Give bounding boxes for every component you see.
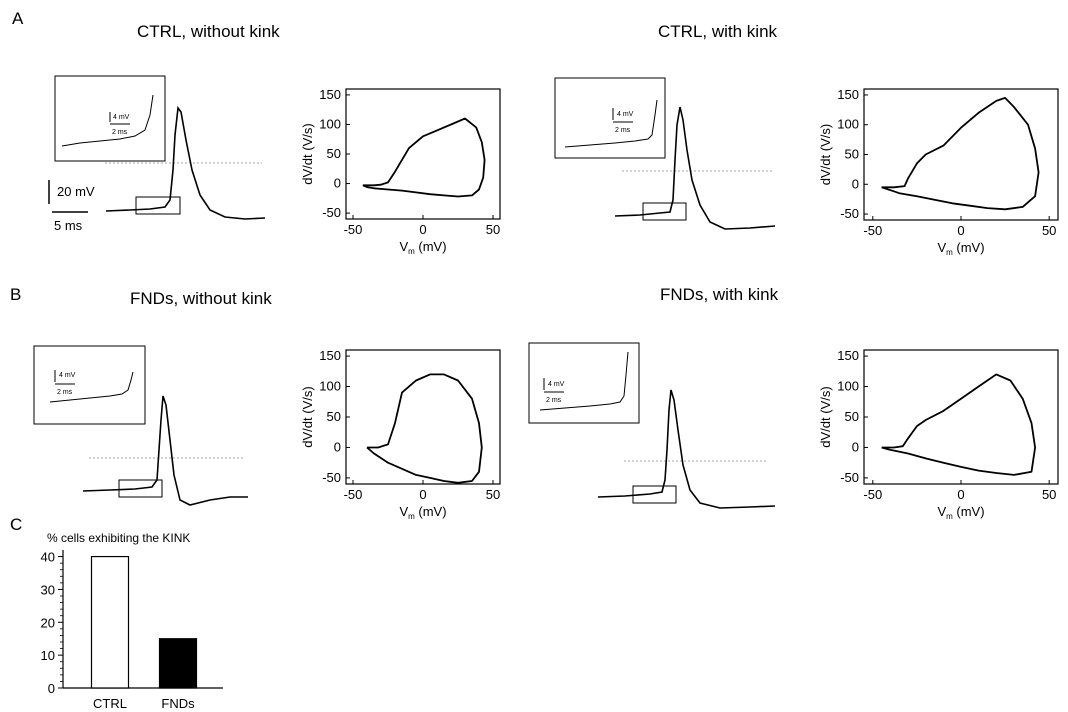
x-axis-label: Vm (mV): [937, 504, 984, 521]
title-ctrl-kink: CTRL, with kink: [658, 22, 778, 41]
y-tick-label: 0: [48, 681, 55, 696]
inset-time-label: 2 ms: [546, 397, 562, 404]
y-axis-label: dV/dt (V/s): [818, 124, 833, 185]
y-tick-label: 50: [845, 147, 859, 162]
y-tick-label: 40: [41, 550, 55, 565]
x-axis-label: Vm (mV): [937, 240, 984, 257]
y-tick-label: 30: [41, 582, 55, 597]
y-tick-label: 100: [319, 379, 341, 394]
time-scale-label: 5 ms: [54, 218, 83, 233]
y-axis-caption: % cells exhibiting the KINK: [47, 531, 190, 545]
action-potential-trace: [106, 108, 265, 219]
trace-fnd-kink: 4 mV 2 ms: [529, 343, 775, 508]
plot-frame: [346, 89, 500, 219]
x-tick-label: 50: [1042, 223, 1056, 238]
x-category-label: CTRL: [93, 696, 127, 711]
zoom-box: [136, 197, 180, 214]
y-tick-label: 50: [845, 409, 859, 424]
x-tick-label: -50: [863, 223, 882, 238]
x-axis-label: Vm (mV): [399, 239, 446, 256]
inset-trace: [62, 95, 153, 146]
title-fnd-kink: FNDs, with kink: [660, 285, 779, 304]
inset-voltage-label: 4 mV: [113, 114, 130, 121]
plot-frame: [864, 89, 1058, 220]
y-tick-label: 10: [41, 648, 55, 663]
phase-plot-fnd-no-kink: 150 100 50 0 -50-50 0 50 Vm (mV) dV/dt (V/s): [300, 348, 500, 521]
y-axis-label: dV/dt (V/s): [300, 123, 315, 184]
x-axis-label: Vm (mV): [399, 504, 446, 521]
y-tick-label: 20: [41, 615, 55, 630]
x-tick-label: 0: [419, 222, 426, 237]
x-tick-label: 0: [957, 223, 964, 238]
action-potential-trace: [615, 107, 775, 229]
phase-plot-fnd-kink: 150 100 50 0 -50 -50 0 50 Vm (mV) dV/dt (V/s): [818, 348, 1058, 521]
bar-chart-kink-fraction: 40 30 20 10 0 % cells exhibiting the KINK CTRL…: [41, 531, 223, 711]
y-tick-label: 100: [837, 379, 859, 394]
y-tick-label: 50: [327, 409, 341, 424]
y-tick-label: -50: [840, 206, 859, 221]
y-tick-label: 150: [837, 87, 859, 102]
phase-plot-ctrl-no-kink: 150 100 50 0 -50-50 0 50 Vm (mV) dV/dt (V/s): [300, 87, 500, 256]
action-potential-trace: [83, 396, 248, 505]
trace-ctrl-no-kink: 4 mV 2 ms 20 mV 5 ms: [49, 76, 265, 233]
phase-curve: [367, 374, 482, 482]
inset-time-label: 2 ms: [57, 389, 73, 396]
y-tick-label: 50: [327, 146, 341, 161]
x-tick-label: 50: [1042, 487, 1056, 502]
x-tick-label: 0: [419, 487, 426, 502]
y-tick-label: 0: [852, 439, 859, 454]
panel-label-b: B: [10, 285, 21, 304]
bar-ctrl: [92, 557, 129, 688]
x-tick-label: -50: [344, 222, 363, 237]
inset-time-label: 2 ms: [112, 129, 128, 136]
y-tick-label: -50: [322, 205, 341, 220]
y-tick-label: -50: [840, 470, 859, 485]
y-axis-label: dV/dt (V/s): [300, 386, 315, 447]
phase-curve: [363, 119, 485, 197]
x-tick-label: -50: [344, 487, 363, 502]
y-tick-label: 0: [334, 176, 341, 191]
phase-curve: [882, 98, 1039, 209]
inset-box: [34, 346, 145, 424]
y-tick-label: 0: [852, 176, 859, 191]
title-ctrl-no-kink: CTRL, without kink: [137, 22, 280, 41]
inset-voltage-label: 4 mV: [59, 372, 76, 379]
x-tick-label: -50: [863, 487, 882, 502]
trace-ctrl-kink: 4 mV 2 ms: [555, 78, 775, 229]
inset-time-label: 2 ms: [615, 127, 631, 134]
y-tick-label: 0: [334, 439, 341, 454]
bar-fnds: [160, 639, 197, 688]
y-tick-label: 150: [319, 87, 341, 102]
x-tick-label: 50: [486, 222, 500, 237]
inset-voltage-label: 4 mV: [548, 381, 565, 388]
y-axis-label: dV/dt (V/s): [818, 386, 833, 447]
y-tick-label: 100: [837, 117, 859, 132]
x-tick-label: 0: [957, 487, 964, 502]
inset-trace: [565, 100, 657, 147]
y-tick-label: 150: [837, 348, 859, 363]
phase-curve: [882, 374, 1036, 475]
inset-voltage-label: 4 mV: [617, 111, 634, 118]
x-category-label: FNDs: [161, 696, 195, 711]
title-fnd-no-kink: FNDs, without kink: [130, 289, 272, 308]
trace-fnd-no-kink: 4 mV 2 ms: [34, 346, 248, 505]
y-tick-label: -50: [322, 470, 341, 485]
y-tick-label: 150: [319, 348, 341, 363]
panel-label-a: A: [12, 9, 24, 28]
voltage-scale-label: 20 mV: [57, 184, 95, 199]
panel-label-c: C: [10, 515, 22, 534]
zoom-box: [643, 203, 686, 220]
inset-box: [529, 343, 639, 423]
phase-plot-ctrl-kink: 150 100 50 0 -50 -50 0 50 Vm (mV) dV/dt (V/s): [818, 87, 1058, 257]
y-tick-label: 100: [319, 116, 341, 131]
x-tick-label: 50: [486, 487, 500, 502]
action-potential-trace: [598, 390, 775, 508]
